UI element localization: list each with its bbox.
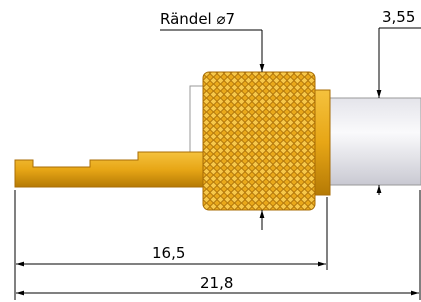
diameter-label: 3,55 — [382, 8, 415, 26]
knurl-label: Rändel ⌀7 — [160, 10, 235, 28]
drawing: Rändel ⌀7 3,55 16,5 21,8 — [0, 0, 421, 302]
length-inner-label: 16,5 — [152, 244, 185, 262]
connector — [15, 72, 421, 210]
length-total-label: 21,8 — [200, 274, 233, 292]
